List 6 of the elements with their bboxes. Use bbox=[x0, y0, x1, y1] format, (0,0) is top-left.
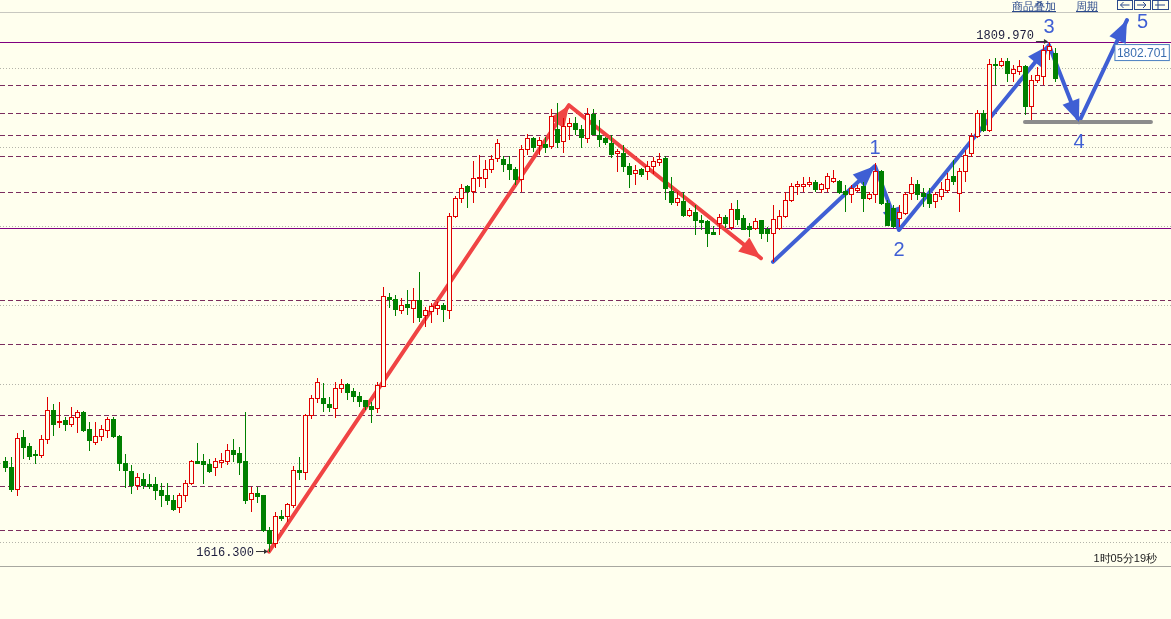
text: 商品叠加 bbox=[1012, 0, 1056, 12]
annotation: 1616.300 bbox=[196, 545, 254, 560]
annotation: 5 bbox=[1136, 10, 1149, 33]
price-box: 1802.701 bbox=[1114, 44, 1170, 62]
annotation: 1时05分19秒 bbox=[1093, 552, 1157, 564]
text: 周期 bbox=[1076, 0, 1098, 12]
